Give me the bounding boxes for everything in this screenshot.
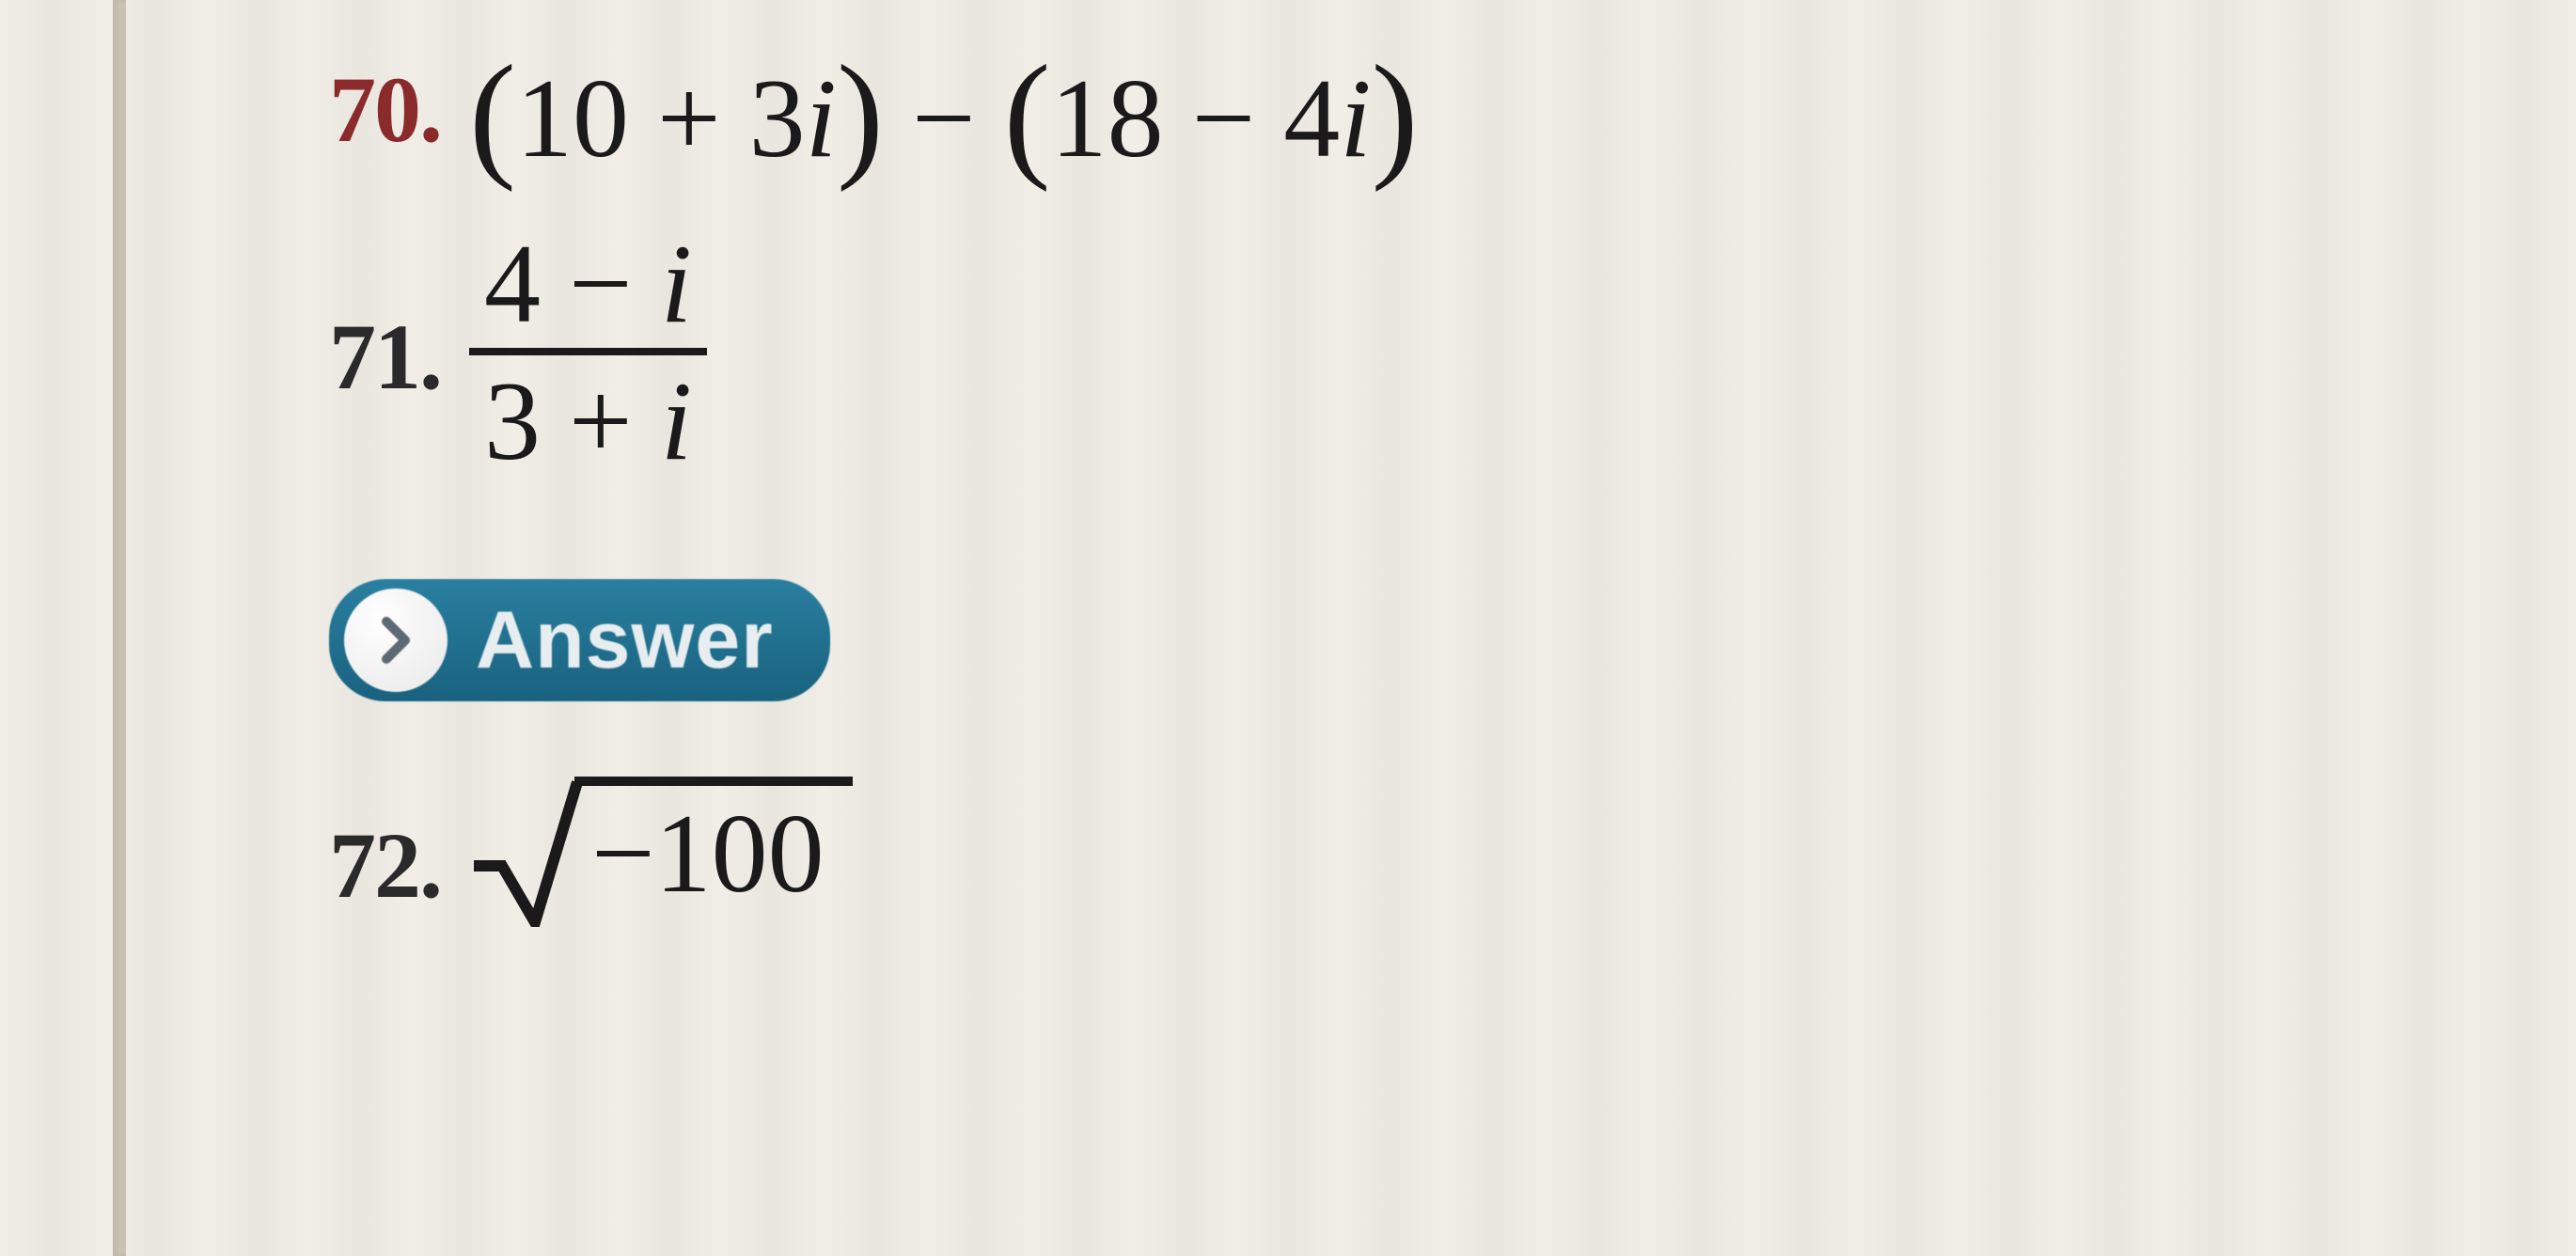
op-minus: − xyxy=(569,221,633,346)
fraction: 4 − i 3 + i xyxy=(469,228,707,485)
close-paren: ) xyxy=(1372,37,1419,193)
problem-71-expression: 4 − i 3 + i xyxy=(469,228,707,485)
problem-70-expression: (10 + 3i) − (18 − 4i) xyxy=(469,28,1419,190)
problem-70: 70. (10 + 3i) − (18 − 4i) xyxy=(329,28,1419,190)
chevron-right-icon xyxy=(344,589,448,692)
square-root: −100 xyxy=(469,777,853,927)
fraction-numerator: 4 − i xyxy=(469,228,707,355)
imaginary-unit: i xyxy=(661,221,692,346)
answer-button-label: Answer xyxy=(476,594,774,687)
close-paren: ) xyxy=(837,37,884,193)
radicand: −100 xyxy=(574,777,853,910)
open-paren: ( xyxy=(469,37,516,193)
problem-number: 72. xyxy=(329,811,441,919)
answer-button[interactable]: Answer xyxy=(329,579,830,701)
fraction-denominator: 3 + i xyxy=(469,355,707,485)
left-margin-rule xyxy=(113,0,126,1256)
imaginary-unit: i xyxy=(661,358,692,483)
op-plus: + xyxy=(569,358,633,483)
term-a: 3 xyxy=(484,358,541,483)
open-paren: ( xyxy=(1004,37,1051,193)
problem-number: 71. xyxy=(329,303,441,411)
op-minus: − xyxy=(912,55,976,181)
problem-list: 70. (10 + 3i) − (18 − 4i) 71. 4 − i 3 + xyxy=(329,28,1419,992)
imaginary-unit: i xyxy=(806,55,837,181)
op-minus: − xyxy=(1192,55,1256,181)
problem-72-expression: −100 xyxy=(469,777,853,954)
term-a: 18 xyxy=(1051,55,1164,181)
term-b-coef: 4 xyxy=(1283,55,1340,181)
op-plus: + xyxy=(657,55,721,181)
problem-72: 72. −100 xyxy=(329,777,1419,954)
imaginary-unit: i xyxy=(1340,55,1371,181)
term-b-coef: 3 xyxy=(749,55,806,181)
term-a: 10 xyxy=(516,55,629,181)
problem-71: 71. 4 − i 3 + i xyxy=(329,228,1419,485)
radical-icon xyxy=(469,777,582,927)
term-a: 4 xyxy=(484,221,541,346)
problem-number: 70. xyxy=(329,55,441,164)
